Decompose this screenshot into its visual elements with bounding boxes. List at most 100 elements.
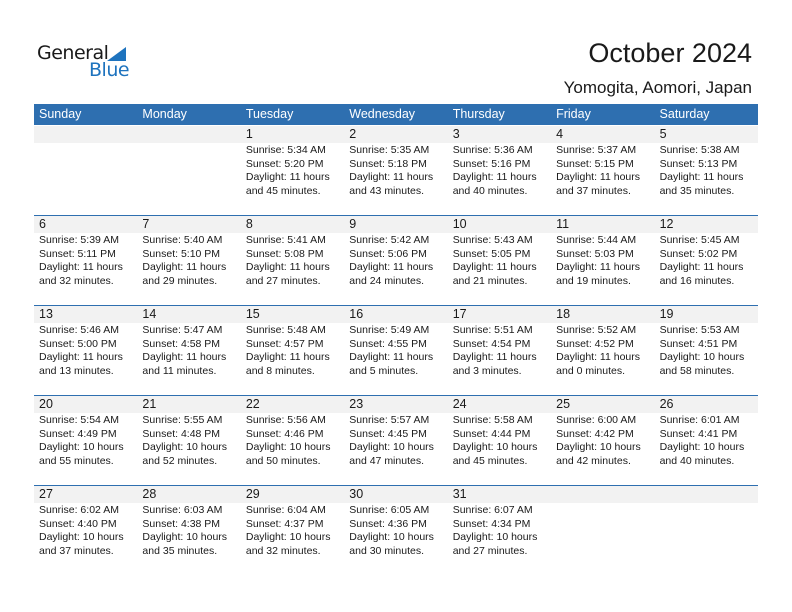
day-number: 26: [659, 397, 674, 411]
day-number: 16: [349, 307, 364, 321]
minutes-text: and 0 minutes.: [556, 364, 626, 377]
weekday-sunday: Sunday: [39, 107, 82, 121]
minutes-text: and 55 minutes.: [39, 454, 114, 467]
sunset-text: Sunset: 4:40 PM: [39, 517, 117, 530]
week-row: 20 Sunrise: 5:54 AM Sunset: 4:49 PM Dayligh…: [34, 395, 758, 486]
day-cell: 26 Sunrise: 6:01 AM Sunset: 4:41 PM Dayligh…: [655, 396, 758, 486]
sunrise-text: Sunrise: 5:56 AM: [245, 414, 326, 426]
minutes-text: and 29 minutes.: [142, 274, 218, 287]
day-cell: 3 Sunrise: 5:36 AM Sunset: 5:16 PM Daylight…: [448, 126, 551, 216]
week-divider: [34, 485, 758, 486]
sunrise-text: Sunrise: 5:42 AM: [349, 234, 430, 246]
minutes-text: and 40 minutes.: [659, 454, 735, 467]
sunset-text: Sunset: 4:51 PM: [659, 337, 738, 350]
minutes-text: and 37 minutes.: [556, 184, 631, 197]
sunrise-text: Sunrise: 5:44 AM: [556, 234, 637, 246]
sunset-text: Sunset: 5:18 PM: [349, 157, 427, 170]
date-band: [34, 306, 758, 323]
day-number: 15: [245, 307, 260, 321]
sunset-text: Sunset: 4:46 PM: [245, 427, 324, 440]
day-number: 9: [349, 217, 357, 231]
sunrise-text: Sunrise: 5:41 AM: [245, 234, 326, 246]
day-number: 21: [142, 397, 157, 411]
day-cell: 30 Sunrise: 6:05 AM Sunset: 4:36 PM Dayligh…: [344, 486, 447, 576]
sunset-text: Sunset: 4:45 PM: [349, 427, 427, 440]
minutes-text: and 11 minutes.: [142, 364, 217, 377]
week-row: 1 Sunrise: 5:34 AM Sunset: 5:20 PM Daylight…: [34, 126, 758, 216]
sunrise-text: Sunrise: 5:46 AM: [39, 324, 119, 336]
week-divider: [34, 215, 758, 216]
minutes-text: and 32 minutes.: [245, 544, 321, 557]
day-number: 17: [452, 307, 467, 321]
sunset-text: Sunset: 5:15 PM: [556, 157, 634, 170]
minutes-text: and 8 minutes.: [245, 364, 315, 377]
day-cell: 16 Sunrise: 5:49 AM Sunset: 4:55 PM Dayligh…: [344, 306, 447, 396]
minutes-text: and 19 minutes.: [556, 274, 631, 287]
day-number: 12: [659, 217, 674, 231]
sunrise-text: Sunrise: 5:48 AM: [245, 324, 326, 336]
day-cell: 4 Sunrise: 5:37 AM Sunset: 5:15 PM Daylight…: [551, 126, 654, 216]
day-number: 18: [556, 307, 571, 321]
minutes-text: and 50 minutes.: [245, 454, 321, 467]
daylight-text: Daylight: 10 hours: [659, 441, 745, 453]
sunset-text: Sunset: 5:00 PM: [39, 337, 117, 350]
sunset-text: Sunset: 4:37 PM: [245, 517, 324, 530]
day-cell: 13 Sunrise: 5:46 AM Sunset: 5:00 PM Dayligh…: [34, 306, 137, 396]
day-cell: 23 Sunrise: 5:57 AM Sunset: 4:45 PM Dayligh…: [344, 396, 447, 486]
day-cell: 20 Sunrise: 5:54 AM Sunset: 4:49 PM Dayligh…: [34, 396, 137, 486]
sunset-text: Sunset: 5:05 PM: [452, 247, 531, 260]
sunrise-text: Sunrise: 5:51 AM: [452, 324, 533, 336]
minutes-text: and 42 minutes.: [556, 454, 631, 467]
weekday-wednesday: Wednesday: [349, 107, 416, 121]
weekday-friday: Friday: [556, 107, 591, 121]
day-number: 24: [452, 397, 467, 411]
daylight-text: Daylight: 11 hours: [349, 171, 434, 183]
sunrise-text: Sunrise: 5:40 AM: [142, 234, 223, 246]
minutes-text: and 45 minutes.: [452, 454, 528, 467]
sunset-text: Sunset: 4:48 PM: [142, 427, 221, 440]
day-number: 2: [349, 127, 357, 141]
minutes-text: and 27 minutes.: [452, 544, 528, 557]
day-number: 23: [349, 397, 364, 411]
day-cell: 18 Sunrise: 5:52 AM Sunset: 4:52 PM Dayligh…: [551, 306, 654, 396]
minutes-text: and 24 minutes.: [349, 274, 424, 287]
daylight-text: Daylight: 11 hours: [245, 261, 330, 273]
day-cell: 7 Sunrise: 5:40 AM Sunset: 5:10 PM Daylight…: [137, 216, 240, 306]
day-cell: 28 Sunrise: 6:03 AM Sunset: 4:38 PM Dayligh…: [137, 486, 240, 576]
day-number: 3: [452, 127, 460, 141]
weekday-monday: Monday: [142, 107, 187, 121]
daylight-text: Daylight: 11 hours: [452, 171, 537, 183]
day-number: 27: [39, 487, 53, 501]
weekday-saturday: Saturday: [659, 107, 710, 121]
minutes-text: and 5 minutes.: [349, 364, 419, 377]
sunrise-text: Sunrise: 6:05 AM: [349, 504, 430, 516]
day-number: 7: [142, 217, 150, 231]
minutes-text: and 3 minutes.: [452, 364, 522, 377]
day-number: 22: [245, 397, 260, 411]
daylight-text: Daylight: 10 hours: [142, 441, 228, 453]
daylight-text: Daylight: 10 hours: [452, 531, 538, 543]
sunrise-text: Sunrise: 5:49 AM: [349, 324, 430, 336]
minutes-text: and 40 minutes.: [452, 184, 528, 197]
sunset-text: Sunset: 4:49 PM: [39, 427, 117, 440]
sunrise-text: Sunrise: 5:39 AM: [39, 234, 119, 246]
day-cell: 17 Sunrise: 5:51 AM Sunset: 4:54 PM Dayligh…: [448, 306, 551, 396]
minutes-text: and 32 minutes.: [39, 274, 114, 287]
daylight-text: Daylight: 10 hours: [349, 441, 434, 453]
date-band: [34, 486, 758, 503]
day-cell: 27 Sunrise: 6:02 AM Sunset: 4:40 PM Dayligh…: [34, 486, 137, 576]
minutes-text: and 27 minutes.: [245, 274, 321, 287]
day-number: 8: [245, 217, 253, 231]
day-number: 14: [142, 307, 157, 321]
sunrise-text: Sunrise: 5:37 AM: [556, 144, 637, 156]
day-number: 20: [39, 397, 53, 411]
sunset-text: Sunset: 5:06 PM: [349, 247, 427, 260]
minutes-text: and 21 minutes.: [452, 274, 528, 287]
sunrise-text: Sunrise: 5:34 AM: [245, 144, 326, 156]
week-row: 6 Sunrise: 5:39 AM Sunset: 5:11 PM Daylight…: [34, 215, 758, 306]
day-number: 11: [556, 217, 570, 231]
weekday-header: Sunday Monday Tuesday Wednesday Thursday Frid…: [34, 104, 758, 125]
sunrise-text: Sunrise: 5:53 AM: [659, 324, 740, 336]
weekday-tuesday: Tuesday: [245, 107, 294, 121]
sunset-text: Sunset: 4:57 PM: [245, 337, 324, 350]
